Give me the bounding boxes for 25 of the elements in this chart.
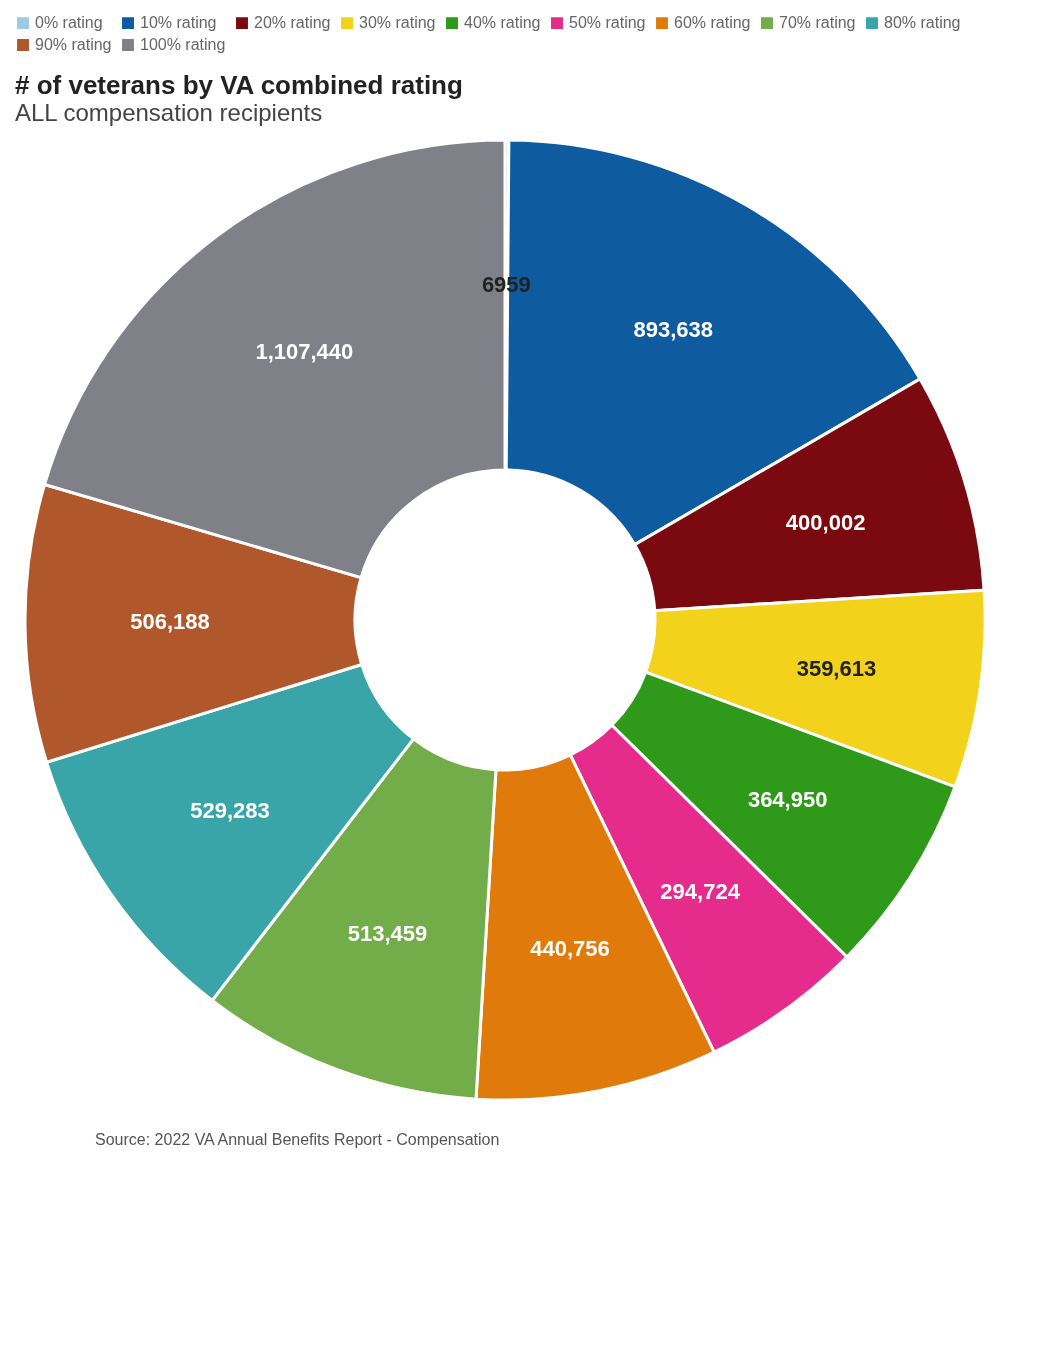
legend-label: 40% rating (464, 14, 541, 32)
source-note: Source: 2022 VA Annual Benefits Report - Compensation (95, 1131, 500, 1148)
data-label: 364,950 (747, 786, 828, 812)
data-label: 359,613 (796, 655, 877, 681)
data-label: 1,107,440 (255, 338, 354, 364)
legend-label: 100% rating (140, 36, 226, 53)
data-label: 893,638 (633, 317, 714, 343)
legend-label: 70% rating (779, 14, 856, 32)
legend-label: 80% rating (884, 14, 961, 32)
legend-label: 30% rating (359, 14, 436, 32)
legend-label: 20% rating (254, 14, 331, 32)
data-label: 506,188 (130, 609, 210, 635)
legend-label: 10% rating (140, 14, 217, 32)
legend-label: 60% rating (674, 14, 751, 32)
legend-label: 90% rating (35, 36, 112, 53)
data-label: 513,459 (347, 920, 428, 946)
legend-label: 50% rating (569, 14, 646, 32)
text: ALL compensation recipients (15, 99, 323, 126)
data-label: 294,724 (660, 879, 741, 905)
data-label: 529,283 (190, 798, 270, 824)
data-label: 6959 (481, 272, 531, 297)
data-label: 400,002 (785, 509, 866, 535)
text: # of veterans by VA combined rating (15, 70, 463, 100)
data-label: 440,756 (530, 935, 610, 961)
legend-label: 0% rating (35, 14, 103, 32)
